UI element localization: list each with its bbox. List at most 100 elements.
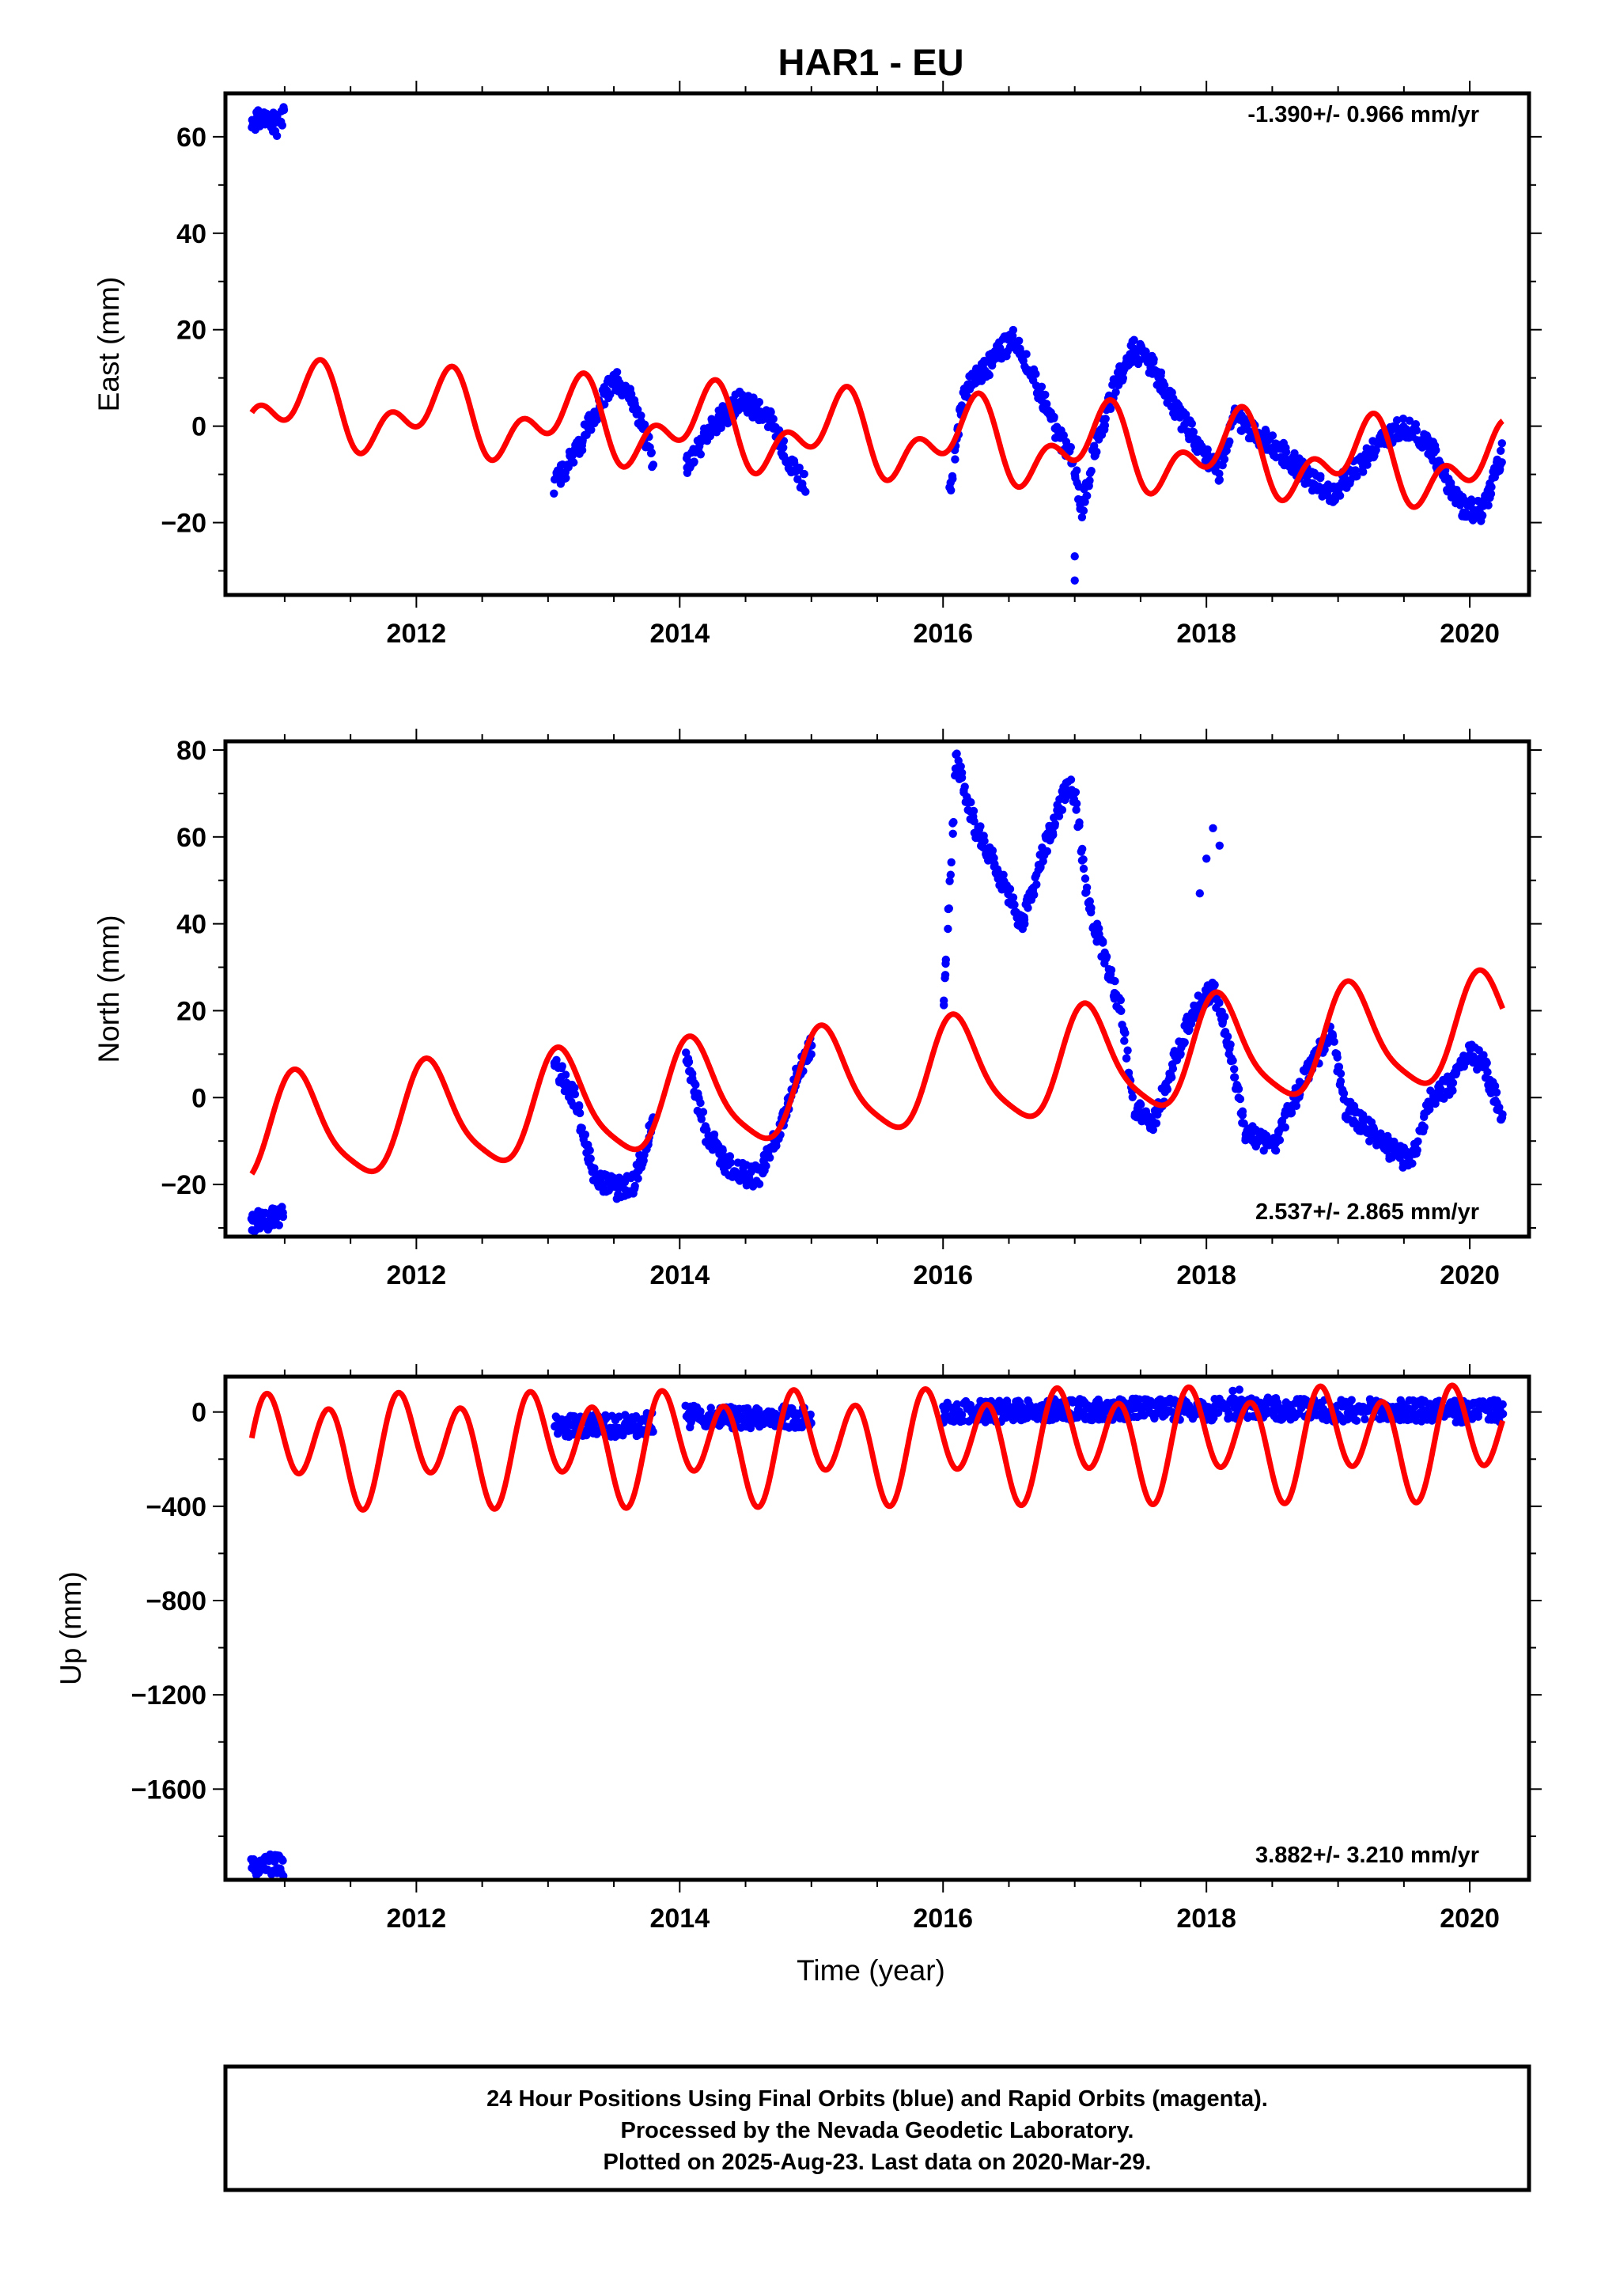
observed-point (706, 1404, 715, 1412)
observed-point (1498, 1409, 1508, 1419)
observed-point (612, 368, 622, 377)
observed-point (1223, 1032, 1232, 1041)
panel-north: 2012 2014 2016 2018 2020 −20 0 20 40 60 80 North (m… (93, 729, 1542, 1290)
y-tick-label: 80 (176, 736, 206, 766)
observed-point (1210, 980, 1219, 989)
observed-point (1268, 431, 1277, 440)
observed-point (1095, 924, 1103, 933)
observed-point (1484, 501, 1493, 510)
observed-point (1412, 426, 1421, 435)
observed-point (1168, 1064, 1178, 1073)
observed-point (1180, 1038, 1189, 1047)
observed-point (649, 1427, 657, 1436)
observed-point (999, 870, 1008, 880)
plot-area-east (248, 103, 1507, 585)
observed-point (952, 749, 961, 758)
observed-point (1259, 1146, 1268, 1155)
observed-point (1043, 847, 1052, 856)
observed-point (1187, 1019, 1196, 1029)
y-tick-label: −1200 (131, 1680, 207, 1711)
observed-point (1215, 475, 1224, 484)
y-tick-label: −1600 (131, 1775, 207, 1805)
observed-point (1073, 466, 1081, 475)
observed-point (789, 457, 798, 465)
observed-point (944, 924, 952, 934)
observed-point (1358, 1111, 1368, 1120)
observed-point (578, 438, 587, 446)
observed-point (1290, 449, 1299, 458)
observed-point (941, 974, 949, 983)
observed-point (766, 1154, 774, 1162)
observed-point (807, 1050, 816, 1059)
observed-point (1498, 1400, 1507, 1409)
x-tick-label: 2014 (649, 1260, 710, 1290)
observed-point (1215, 998, 1224, 1007)
observed-point (1225, 437, 1234, 446)
observed-point (684, 1058, 694, 1067)
rate-annotation: 2.537+/- 2.865 mm/yr (1255, 1199, 1479, 1225)
observed-point (271, 1857, 279, 1866)
observed-point (647, 448, 656, 457)
observed-point (1156, 368, 1166, 377)
observed-point (1078, 844, 1087, 854)
observed-point (1087, 467, 1096, 475)
observed-point (1087, 908, 1096, 917)
observed-point (800, 469, 808, 479)
observed-point (1221, 1013, 1229, 1021)
observed-point (577, 1123, 585, 1132)
observed-point (1152, 1119, 1161, 1128)
observed-point (1149, 1125, 1158, 1135)
observed-point (1059, 431, 1069, 440)
observed-point (1079, 864, 1088, 873)
observed-point (1160, 381, 1169, 390)
observed-point (1030, 890, 1039, 900)
observed-point (949, 817, 958, 827)
observed-point (1497, 439, 1507, 448)
y-tick-label: 40 (176, 910, 206, 940)
observed-point (1275, 1135, 1285, 1145)
observed-point (772, 1142, 781, 1150)
observed-point (1497, 1113, 1507, 1122)
observed-point (581, 1130, 590, 1139)
observed-point (947, 486, 956, 494)
observed-point (1123, 1046, 1132, 1055)
observed-point (1032, 880, 1041, 889)
observed-point (1100, 421, 1110, 430)
chart-title: HAR1 - EU (778, 41, 963, 83)
observed-point (940, 996, 948, 1005)
observed-point (1195, 889, 1205, 898)
observed-point (1220, 455, 1229, 464)
observed-point (1009, 325, 1018, 335)
observed-point (1234, 1085, 1243, 1093)
y-tick-label: 0 (191, 412, 206, 442)
observed-point (1072, 799, 1081, 808)
observed-point (249, 1855, 258, 1864)
x-tick-label: 2018 (1176, 619, 1236, 649)
observed-point (1122, 1054, 1131, 1063)
observed-point (1187, 419, 1197, 428)
y-axis-label: North (mm) (93, 915, 125, 1063)
observed-point (985, 371, 994, 380)
observed-point (575, 1108, 585, 1118)
rate-annotation: -1.390+/- 0.966 mm/yr (1247, 102, 1479, 127)
observed-point (606, 390, 615, 399)
observed-point (1479, 1051, 1488, 1059)
observed-point (1031, 369, 1039, 378)
observed-point (1037, 382, 1047, 391)
x-tick-label: 2012 (387, 1260, 447, 1290)
observed-point (706, 432, 715, 441)
observed-point (1163, 1085, 1172, 1094)
observed-point (1102, 953, 1111, 961)
observed-point (1128, 1093, 1137, 1102)
observed-point (1070, 576, 1079, 585)
observed-point (691, 1080, 700, 1089)
observed-point (558, 1062, 566, 1070)
x-tick-label: 2016 (913, 1904, 973, 1934)
observed-point (960, 782, 969, 791)
observed-point (1408, 1159, 1417, 1168)
observed-point (1149, 358, 1158, 366)
observed-point (1127, 358, 1136, 367)
observed-point (1077, 513, 1087, 521)
observed-point (698, 1108, 708, 1116)
observed-point (1111, 976, 1119, 986)
